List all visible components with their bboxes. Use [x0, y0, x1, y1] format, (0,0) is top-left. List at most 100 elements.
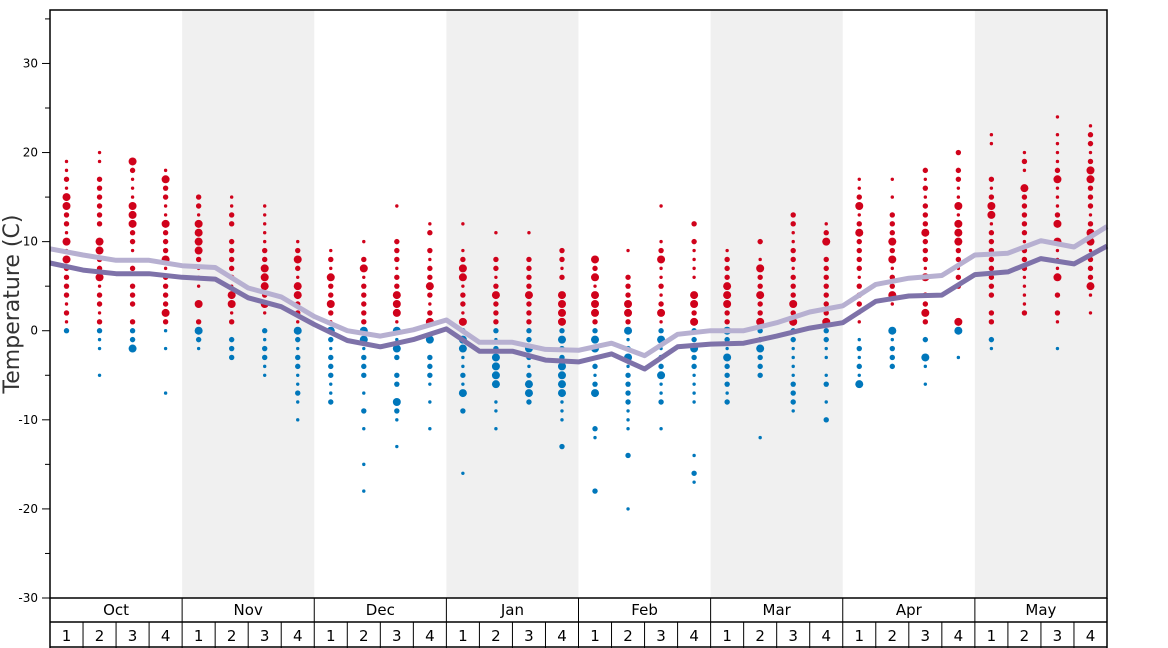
warm-dot	[1022, 239, 1027, 244]
warm-dot	[890, 195, 894, 199]
cold-dot	[526, 336, 532, 343]
cold-dot	[593, 373, 597, 377]
cold-dot	[526, 372, 532, 378]
warm-dot	[857, 213, 861, 217]
warm-dot	[923, 266, 928, 271]
warm-dot	[64, 302, 69, 306]
warm-dot	[228, 221, 235, 227]
warm-dot	[723, 291, 732, 300]
warm-dot	[988, 265, 995, 272]
y-tick-label: -20	[18, 502, 38, 516]
warm-dot	[691, 310, 697, 316]
warm-dot	[691, 238, 697, 245]
warm-dot	[293, 282, 302, 291]
warm-dot	[1087, 194, 1094, 200]
warm-dot	[427, 230, 433, 236]
cold-dot	[394, 381, 400, 387]
warm-dot	[560, 266, 564, 271]
cold-dot	[129, 328, 136, 334]
warm-dot	[1055, 150, 1060, 155]
warm-dot	[557, 317, 566, 326]
cold-dot	[361, 363, 367, 370]
cold-dot	[328, 336, 334, 343]
warm-dot	[757, 238, 763, 245]
cold-dot	[491, 353, 500, 362]
warm-dot	[361, 292, 367, 298]
warm-dot	[1021, 212, 1028, 218]
warm-dot	[989, 222, 994, 226]
cold-dot	[328, 363, 334, 370]
week-label: 2	[888, 627, 898, 645]
cold-dot	[196, 346, 201, 351]
trend-lines	[49, 224, 1109, 372]
cold-dot	[526, 328, 532, 334]
warm-dot	[362, 239, 366, 244]
warm-dot	[757, 310, 763, 316]
warm-dot	[955, 149, 962, 156]
warm-dot	[63, 212, 70, 218]
warm-dot	[1021, 158, 1028, 165]
warm-dot	[493, 310, 499, 316]
warm-dot	[823, 274, 829, 280]
warm-dot	[260, 273, 269, 282]
cold-dot	[527, 364, 531, 369]
cold-dot	[63, 328, 70, 334]
warm-dot	[889, 212, 895, 218]
warm-dot	[824, 222, 828, 226]
warm-dot	[195, 319, 202, 325]
warm-dot	[293, 255, 302, 264]
warm-dot	[359, 264, 368, 273]
warm-dot	[95, 273, 104, 282]
warm-dot	[296, 275, 300, 279]
warm-dot	[260, 282, 269, 291]
warm-dot	[954, 228, 963, 237]
cold-dot	[494, 427, 498, 431]
warm-dot	[1086, 175, 1095, 184]
warm-dot	[428, 222, 432, 226]
warm-dot	[922, 247, 929, 254]
warm-dot	[856, 221, 862, 227]
cold-dot	[658, 328, 664, 334]
cold-dot	[823, 336, 829, 343]
cold-dot	[559, 443, 565, 450]
cold-dot	[625, 452, 631, 459]
cold-dot	[624, 326, 633, 335]
cold-dot	[692, 400, 696, 404]
warm-dot	[922, 203, 929, 209]
cold-dot	[128, 344, 137, 353]
cold-dot	[823, 417, 829, 423]
warm-dot	[988, 238, 995, 245]
warm-dot	[724, 319, 730, 325]
warm-dot	[889, 283, 895, 289]
cold-dot	[657, 371, 666, 380]
warm-dot	[96, 176, 103, 182]
warm-dot	[890, 266, 894, 271]
warm-dot	[923, 177, 928, 181]
warm-dot	[1021, 221, 1028, 227]
warm-dot	[988, 319, 995, 325]
warm-dot	[591, 255, 600, 264]
cold-dot	[791, 364, 795, 369]
month-shade	[974, 10, 1107, 598]
warm-dot	[130, 195, 135, 199]
warm-dot	[1087, 274, 1094, 280]
cold-dot	[758, 435, 762, 440]
warm-dot	[427, 292, 433, 298]
warm-dot	[527, 231, 531, 235]
warm-dot	[791, 266, 795, 271]
month-label: Oct	[103, 601, 129, 619]
warm-dot	[458, 317, 467, 326]
warm-dot	[659, 275, 663, 279]
warm-dot	[128, 157, 137, 166]
warm-dot	[162, 292, 169, 298]
warm-dot	[526, 265, 532, 272]
x-axis: Oct 1 2 3 4 Nov 1 2 3 4 Dec 1 2 3 4 Jan 1 2 3 4 Feb 1 2 3 4 Mar 1 2…	[49, 598, 1108, 648]
warm-dot	[458, 264, 467, 273]
warm-dot	[1087, 132, 1094, 138]
cold-dot	[263, 373, 267, 377]
cold-dot	[691, 470, 697, 476]
warm-dot	[493, 256, 499, 263]
warm-dot	[659, 239, 663, 244]
warm-dot	[161, 175, 170, 184]
warm-dot	[96, 292, 103, 298]
